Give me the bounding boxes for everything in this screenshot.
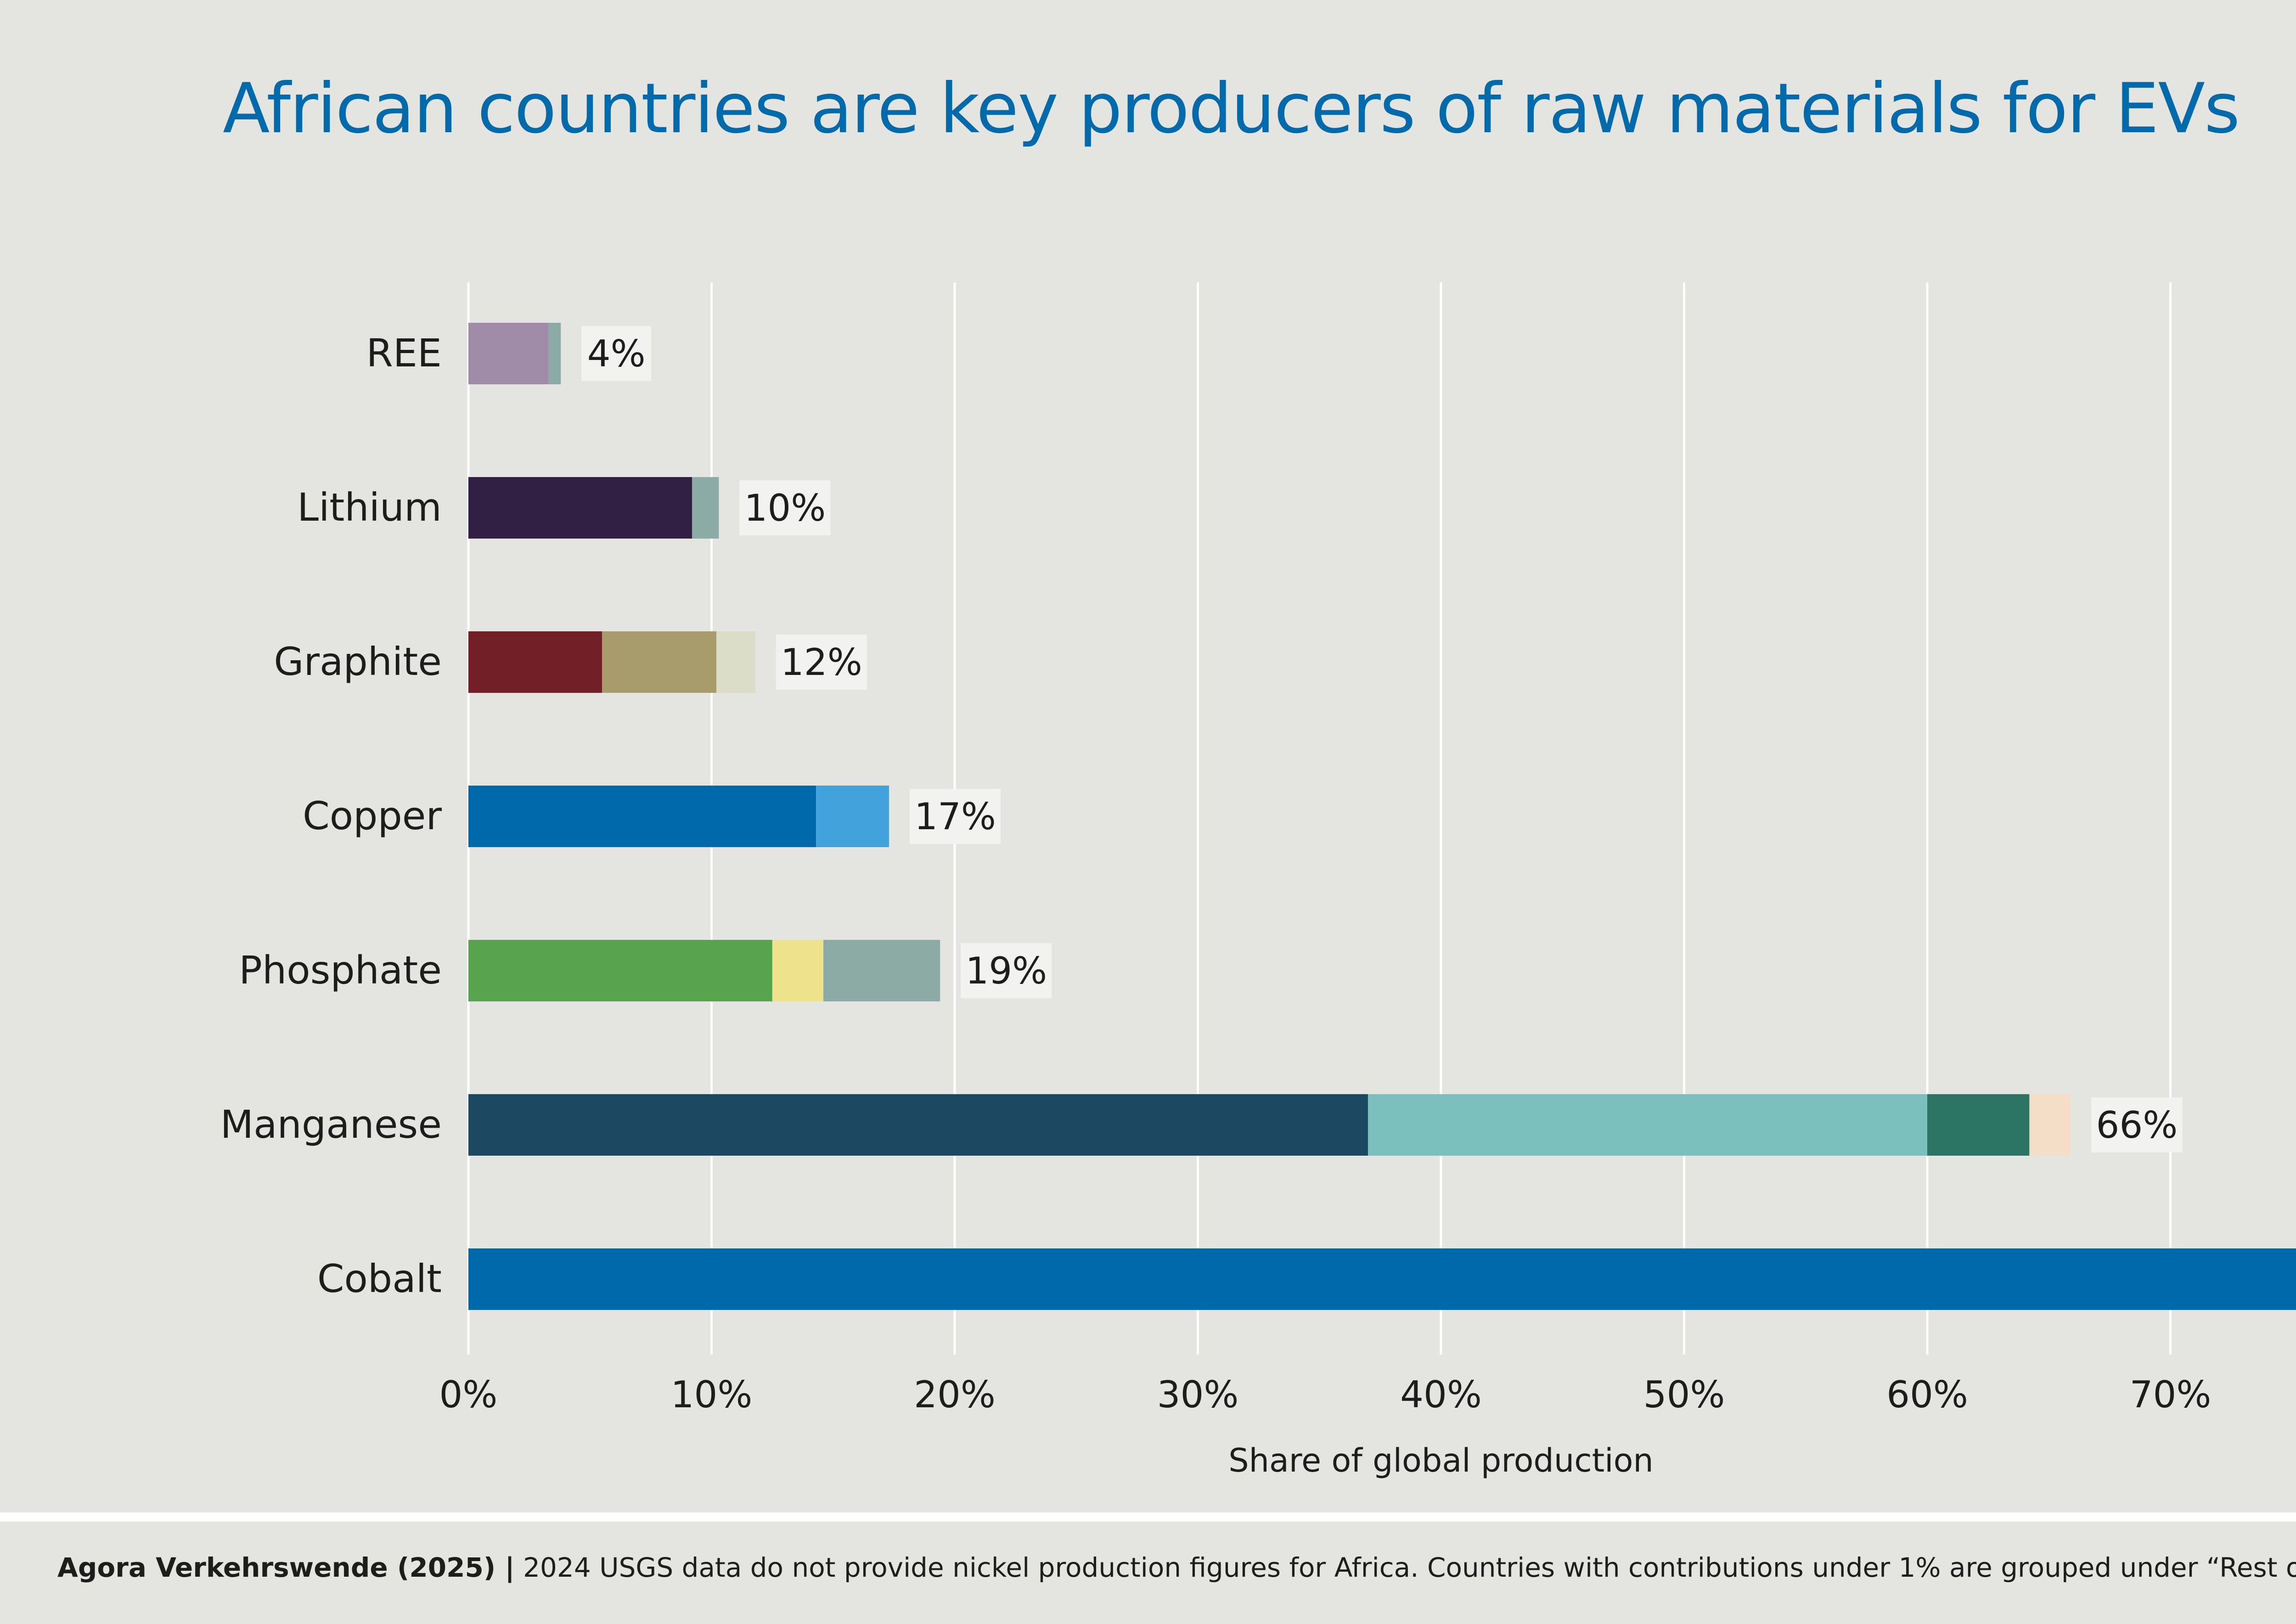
- x-tick-label: 60%: [1886, 1373, 1968, 1416]
- footer-source: Agora Verkehrswende (2025) |: [57, 1552, 515, 1583]
- chart-title: African countries are key producers of r…: [223, 69, 2240, 149]
- x-tick-label: 20%: [914, 1373, 996, 1416]
- bar-segment: [468, 631, 602, 693]
- category-label: Lithium: [297, 485, 442, 530]
- bar-segment: [692, 477, 719, 539]
- x-tick-label: 10%: [671, 1373, 753, 1416]
- bar-segment: [2029, 1094, 2071, 1156]
- bar-segment: [816, 786, 889, 847]
- total-label-bg: [910, 789, 1001, 844]
- x-axis-title: Share of global production: [1228, 1442, 1654, 1479]
- total-label-bg: [776, 635, 867, 690]
- category-labels: REE Lithium Graphite Copper Phosphate Mangane…: [220, 331, 442, 1301]
- x-tick-label: 70%: [2130, 1373, 2212, 1416]
- bar-segment: [716, 631, 755, 693]
- category-label: Copper: [303, 793, 442, 838]
- bar-segment: [468, 323, 549, 384]
- category-label: Graphite: [274, 639, 442, 684]
- footer-separator: [0, 1512, 2296, 1522]
- total-label: 19%: [965, 950, 1047, 992]
- total-label-bg: [961, 943, 1052, 998]
- total-label-bg: [2091, 1097, 2183, 1152]
- x-tick-label: 50%: [1643, 1373, 1725, 1416]
- bar-segment: [468, 786, 816, 847]
- bar-segment: [468, 477, 692, 539]
- x-tick-labels: 0%10%20%30%40%50%60%70%80%: [439, 1373, 2212, 1416]
- total-label: 10%: [744, 487, 826, 529]
- bar-segment: [772, 940, 824, 1001]
- total-label: 17%: [914, 795, 996, 838]
- bar-segment: [602, 631, 717, 693]
- category-label: REE: [366, 331, 442, 376]
- stacked-bar-chart: REE Lithium Graphite Copper Phosphate Mangane…: [220, 282, 2296, 1479]
- bar-segment: [468, 1248, 2296, 1310]
- x-tick-label: 40%: [1400, 1373, 1482, 1416]
- total-label: 4%: [587, 332, 646, 375]
- bars: [468, 323, 2296, 1310]
- category-label: Cobalt: [317, 1256, 442, 1301]
- footer: Agora Verkehrswende (2025) | 2024 USGS d…: [57, 1552, 2296, 1583]
- total-labels: 4%10%12%17%19%66%77%: [581, 326, 2183, 1152]
- total-label-bg: [581, 326, 652, 381]
- total-label: 12%: [781, 641, 862, 684]
- category-label: Phosphate: [239, 948, 442, 993]
- footer-note: 2024 USGS data do not provide nickel pro…: [523, 1552, 2296, 1583]
- bar-segment: [823, 940, 940, 1001]
- x-tick-label: 0%: [439, 1373, 498, 1416]
- category-label: Manganese: [220, 1102, 442, 1147]
- total-label: 66%: [2096, 1104, 2178, 1146]
- bar-segment: [1368, 1094, 1927, 1156]
- bar-segment: [548, 323, 561, 384]
- bar-segment: [468, 940, 772, 1001]
- bar-segment: [1927, 1094, 2030, 1156]
- bar-segment: [468, 1094, 1368, 1156]
- total-label-bg: [739, 480, 831, 535]
- x-tick-label: 30%: [1157, 1373, 1239, 1416]
